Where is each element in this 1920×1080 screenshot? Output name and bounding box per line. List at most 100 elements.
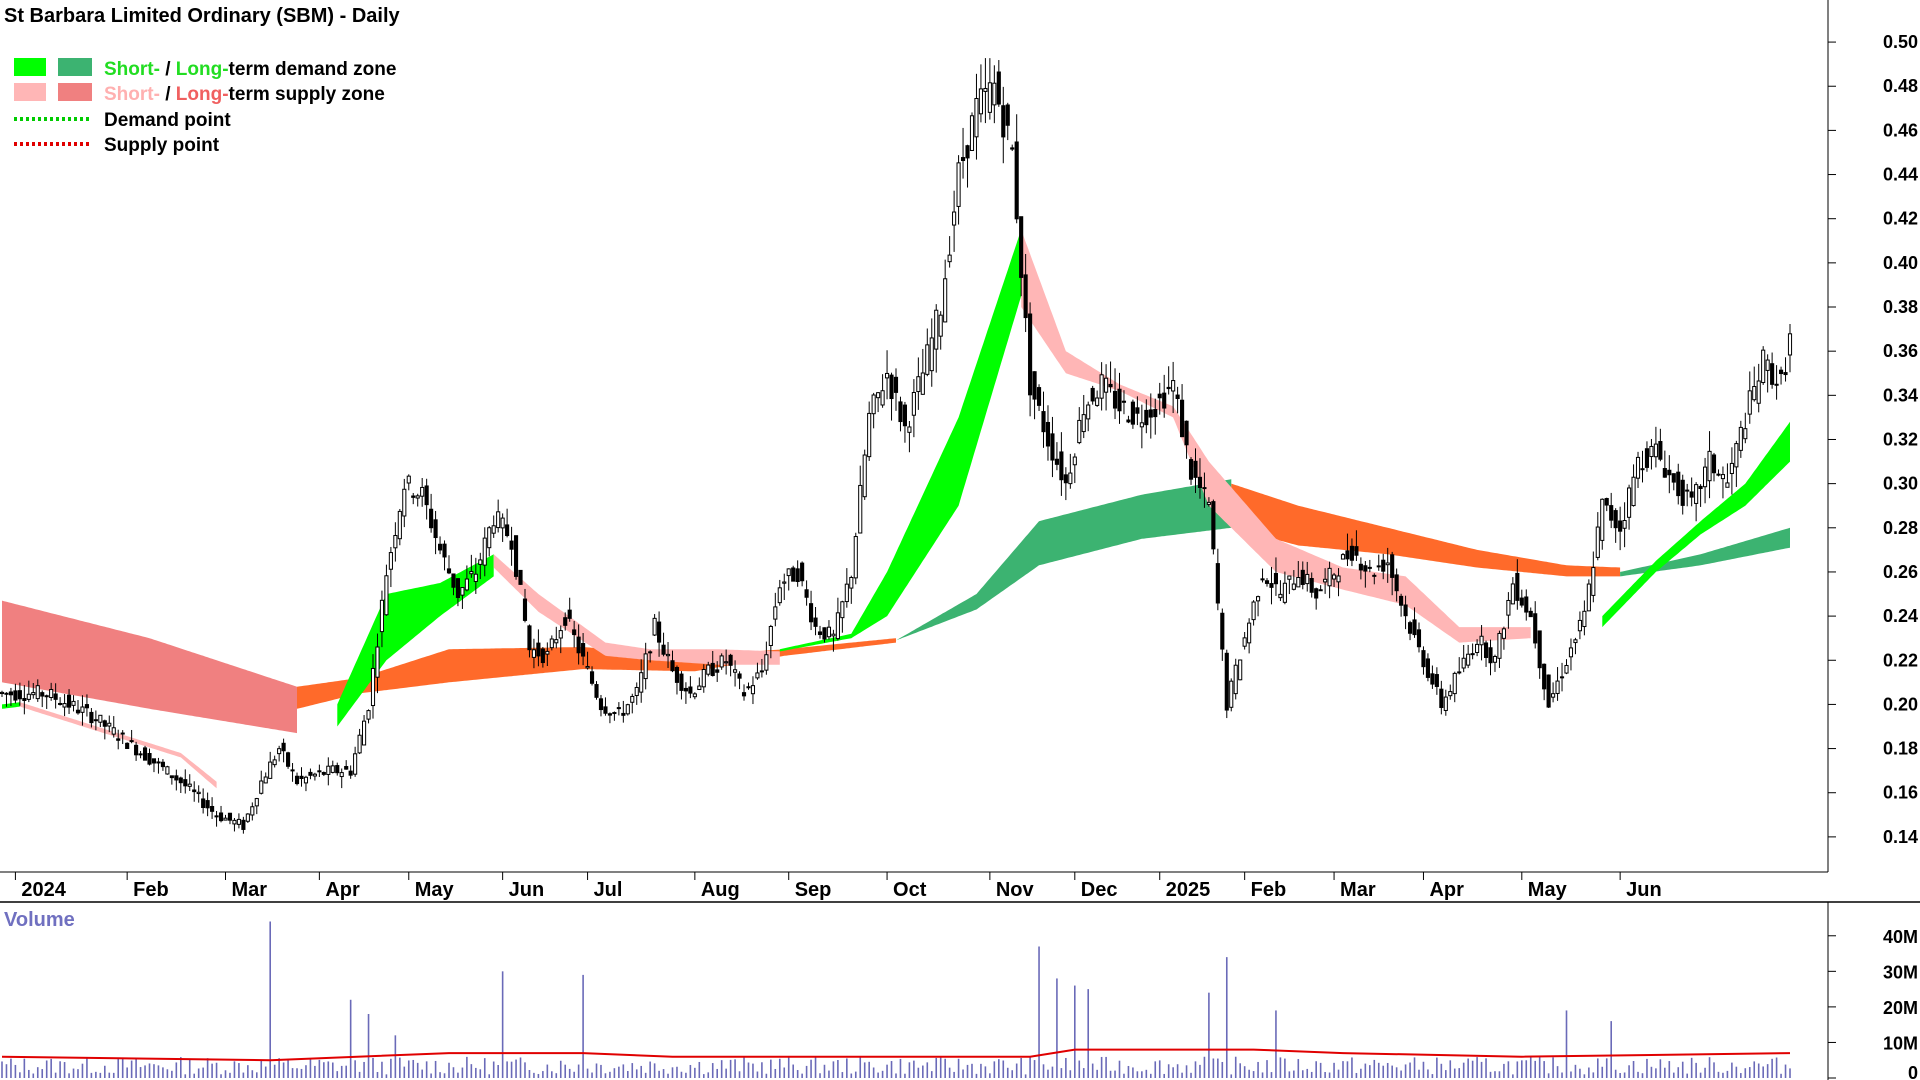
candle-body	[581, 643, 586, 657]
price-tick-label: 0.50	[1883, 32, 1918, 52]
short-term-supply-zone	[19, 702, 217, 789]
candle-body	[482, 537, 487, 566]
month-label: Nov	[996, 879, 1035, 901]
candle-body	[987, 82, 992, 113]
candle-body	[576, 636, 581, 654]
candle-body	[1001, 105, 1006, 138]
candle-body	[795, 568, 800, 583]
candle-body	[299, 775, 304, 780]
candle-body	[236, 818, 241, 825]
legend-long-demand-swatch	[58, 58, 92, 76]
candle-body	[1077, 419, 1082, 444]
candle-body	[741, 692, 747, 697]
month-label: May	[415, 879, 455, 901]
month-label: Mar	[1340, 879, 1376, 901]
candles-layer	[0, 58, 1793, 834]
candle-body	[201, 798, 206, 808]
candle-body	[1729, 462, 1734, 475]
candle-body	[594, 684, 599, 698]
candle-body	[1010, 147, 1015, 150]
candle-body	[1041, 411, 1046, 433]
candle-body	[527, 625, 532, 651]
candle-body	[1774, 383, 1779, 386]
candle-body	[697, 685, 702, 691]
candle-body	[49, 689, 54, 698]
price-tick-label: 0.40	[1883, 253, 1918, 273]
candle-body	[134, 744, 139, 756]
candle-body	[509, 540, 514, 550]
candle-body	[558, 630, 563, 639]
month-labels: 2024 Feb Mar Apr May Jun Jul Aug Sep Oct Nov Dec 202…	[14, 872, 1662, 901]
volume-bars	[1, 921, 1791, 1078]
legend-demand-short-word: Short-	[104, 59, 160, 80]
candle-body	[1005, 104, 1010, 126]
candle-body	[1604, 498, 1609, 506]
candle-body	[1028, 313, 1033, 396]
candle-body	[871, 394, 876, 415]
candle-body	[1309, 578, 1314, 593]
candle-body	[1770, 363, 1775, 385]
candle-body	[679, 673, 684, 691]
candle-body	[312, 773, 317, 777]
legend-demand-zone-text: Short- / Long-term demand zone	[104, 59, 396, 80]
candle-body	[938, 314, 943, 337]
price-tick-label: 0.18	[1883, 739, 1918, 759]
candle-body	[303, 776, 309, 784]
candle-body	[357, 734, 362, 754]
candle-body	[1716, 473, 1721, 476]
candle-body	[607, 713, 612, 716]
short-term-demand-zone	[337, 554, 494, 727]
short-term-supply-zone	[493, 554, 780, 665]
candle-body	[813, 617, 818, 627]
candle-body	[1023, 274, 1028, 319]
candle-body	[348, 770, 353, 776]
candle-body	[232, 819, 237, 825]
candle-body	[1162, 392, 1167, 409]
candle-body	[1421, 650, 1426, 668]
candle-body	[487, 527, 492, 549]
candle-body	[715, 669, 720, 673]
candle-body	[214, 815, 219, 818]
candle-body	[62, 703, 67, 708]
candle-body	[1470, 653, 1475, 656]
candle-body	[129, 740, 134, 743]
candle-body	[1086, 404, 1091, 420]
candle-body	[1743, 428, 1748, 440]
month-label: Feb	[133, 879, 169, 901]
candle-body	[531, 649, 536, 658]
candle-body	[1412, 619, 1417, 636]
candle-body	[1533, 613, 1538, 644]
price-tick-label: 0.44	[1883, 165, 1918, 185]
candle-body	[1765, 359, 1770, 371]
candle-body	[151, 758, 157, 764]
candle-body	[353, 753, 358, 775]
candle-body	[737, 673, 742, 679]
candle-body	[925, 344, 930, 375]
candle-body	[1054, 458, 1059, 465]
candle-body	[71, 700, 76, 706]
candle-body	[960, 157, 966, 162]
candle-body	[549, 638, 554, 649]
candle-body	[1144, 409, 1149, 426]
candle-body	[978, 88, 983, 115]
month-label: Apr	[1429, 879, 1464, 901]
candle-body	[505, 524, 510, 537]
candle-body	[603, 706, 608, 714]
candle-body	[1609, 505, 1614, 521]
candle-body	[844, 583, 849, 603]
candle-body	[1644, 448, 1650, 468]
price-tick-label: 0.46	[1883, 120, 1918, 140]
candle-body	[733, 669, 738, 673]
price-tick-label: 0.16	[1883, 783, 1918, 803]
legend-supply-short-word: Short-	[104, 84, 160, 105]
candle-body	[339, 772, 344, 778]
candle-body	[250, 806, 255, 816]
candle-body	[898, 401, 903, 423]
month-label: May	[1528, 879, 1568, 901]
volume-tick-label: 20M	[1883, 998, 1918, 1018]
candle-body	[1220, 612, 1225, 650]
candle-body	[1206, 501, 1211, 505]
candle-body	[1282, 582, 1287, 603]
volume-moving-average	[1, 1048, 1791, 1062]
candle-body	[1256, 596, 1261, 602]
